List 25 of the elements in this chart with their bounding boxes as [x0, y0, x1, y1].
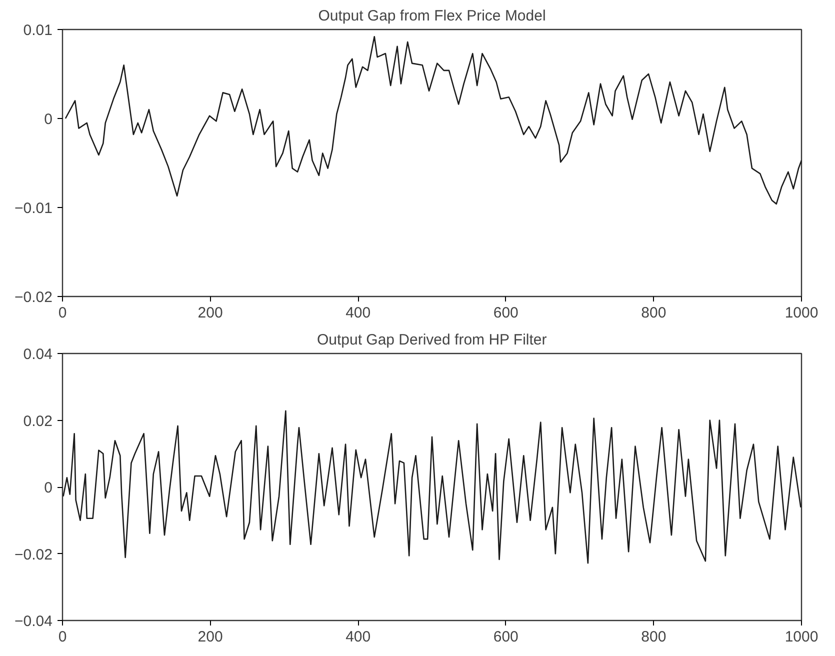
y-tick-label: −0.01 [14, 200, 53, 217]
y-tick-label: 0 [44, 480, 52, 496]
y-tick-label: 0 [44, 111, 52, 128]
x-tick-label: 400 [346, 304, 371, 322]
line-series [62, 410, 802, 564]
x-tick-label: 0 [58, 304, 67, 322]
chart-title: Output Gap from Flex Price Model [318, 8, 546, 24]
chart-title: Output Gap Derived from HP Filter [316, 332, 547, 348]
x-tick-label: 0 [58, 628, 67, 646]
x-tick-label: 1000 [784, 628, 818, 646]
x-tick-label: 200 [198, 304, 223, 322]
y-tick-label: 0.02 [23, 412, 53, 430]
x-tick-label: 1000 [784, 304, 818, 322]
line-series [64, 36, 802, 205]
y-tick-label: 0.04 [23, 346, 53, 363]
x-tick-label: 800 [641, 628, 666, 646]
y-tick-label: −0.02 [14, 546, 53, 564]
x-tick-label: 600 [493, 628, 518, 646]
x-tick-label: 400 [346, 628, 371, 646]
x-tick-label: 600 [493, 304, 518, 322]
x-tick-label: 200 [198, 628, 223, 646]
y-tick-label: −0.02 [14, 289, 53, 306]
y-tick-label: −0.04 [14, 613, 53, 630]
y-tick-label: 0.01 [23, 22, 53, 39]
x-tick-label: 800 [641, 304, 666, 322]
